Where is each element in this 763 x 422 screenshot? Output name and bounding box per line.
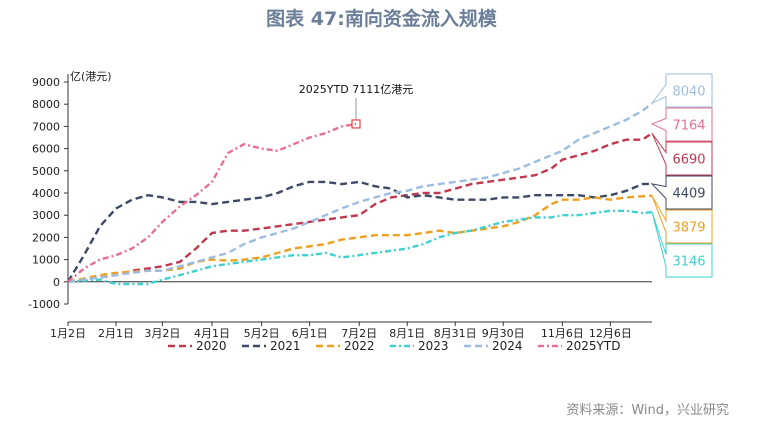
annotation-text: 2025YTD 7111亿港元	[299, 83, 413, 96]
x-tick-label: 8月31日	[434, 327, 477, 340]
x-tick-label: 7月2日	[341, 327, 377, 340]
end-label-box	[651, 73, 713, 108]
legend-label: 2021	[270, 339, 301, 353]
legend-label: 2024	[492, 339, 523, 353]
x-tick-label: 9月30日	[482, 327, 525, 340]
series-line-2020	[67, 132, 653, 283]
series-layer	[66, 102, 653, 286]
y-tick-label: 5000	[32, 165, 60, 178]
x-tick-label: 3月2日	[144, 327, 180, 340]
legend-label: 2023	[418, 339, 449, 353]
y-tick-label: 1000	[32, 254, 60, 267]
y-tick-label: -1000	[28, 298, 60, 311]
end-label-box	[650, 107, 713, 142]
x-tick-label: 6月1日	[292, 327, 328, 340]
end-labels: 8040 7164 6690 4409 3879 3146	[650, 73, 713, 278]
series-line-2022	[67, 194, 653, 283]
y-tick-label: 3000	[32, 209, 60, 222]
x-tick-label: 5月2日	[244, 327, 280, 340]
y-tick-label: 4000	[32, 187, 60, 200]
end-label-box	[651, 132, 713, 176]
legend-label: 2022	[344, 339, 375, 353]
end-label-2021: 4409	[672, 187, 705, 202]
y-unit-label: 亿(港元)	[70, 70, 112, 83]
x-tick-label: 1月2日	[50, 327, 86, 340]
y-tick-label: 0	[53, 276, 60, 289]
series-line-2021	[66, 180, 653, 283]
x-tick-label: 8月1日	[389, 327, 425, 340]
end-label-box	[650, 175, 713, 210]
end-label-2022: 3879	[672, 221, 705, 236]
y-tick-label: 8000	[32, 98, 60, 111]
source-note: 资料来源：Wind，兴业研究	[566, 403, 729, 418]
y-tick-label: 2000	[32, 231, 60, 244]
x-tick-label: 11月6日	[541, 327, 584, 340]
end-label-box	[651, 195, 713, 244]
y-tick-label: 7000	[32, 120, 60, 133]
end-label-box	[651, 211, 713, 278]
end-label-2025ytd: 7164	[672, 119, 705, 134]
y-tick-label: 6000	[32, 143, 60, 156]
y-tick-label: 9000	[32, 76, 60, 89]
end-label-2023: 3146	[672, 255, 705, 270]
x-tick-label: 2月1日	[98, 327, 134, 340]
series-line-2025ytd	[67, 122, 357, 283]
legend-label: 2025YTD	[566, 339, 620, 353]
series-line-2023	[67, 209, 653, 286]
axes: 亿(港元) -1000 0 1000 2000 3000 4000 5000 6000 7000 8…	[28, 70, 652, 340]
annotation: 2025YTD 7111亿港元	[299, 83, 413, 129]
end-label-2024: 8040	[672, 85, 705, 100]
x-tick-label: 4月1日	[194, 327, 230, 340]
x-tick-label: 12月6日	[589, 327, 632, 340]
chart-title: 图表 47:南向资金流入规模	[266, 8, 497, 30]
legend-label: 2020	[196, 339, 227, 353]
legend: 2020 2021 2022 2023 2024 2025YTD	[168, 339, 620, 353]
end-label-2020: 6690	[672, 153, 705, 168]
series-line-2024	[67, 102, 653, 283]
